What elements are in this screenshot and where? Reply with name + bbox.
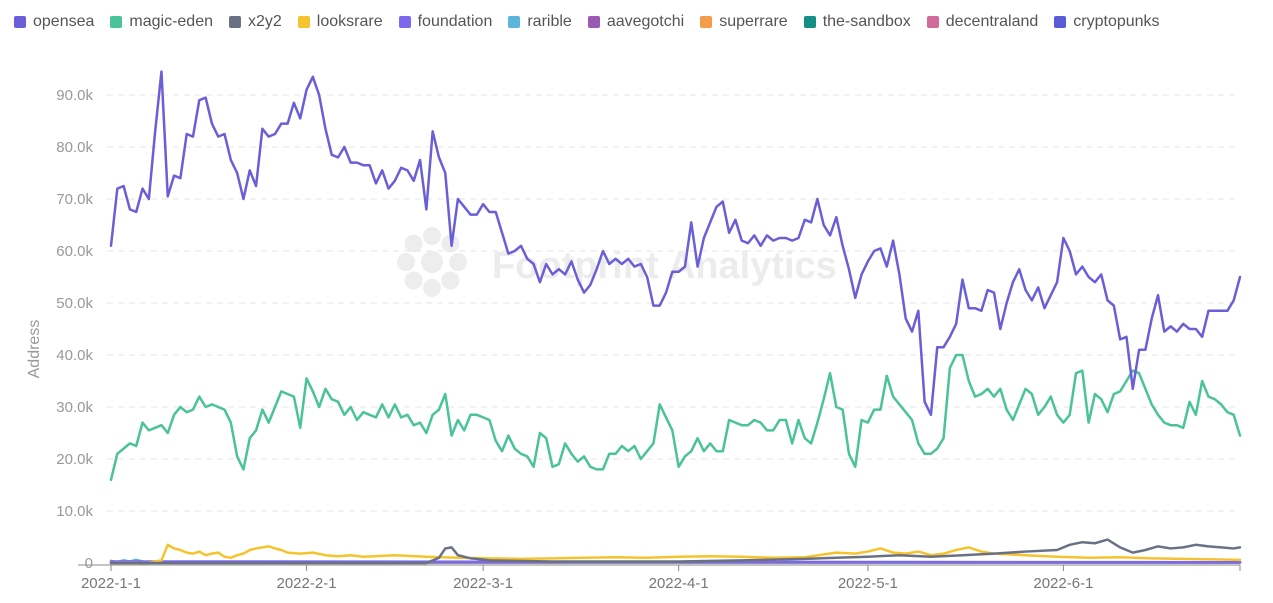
legend-label: decentraland — [945, 13, 1039, 30]
legend-label: magic-eden — [129, 13, 213, 30]
legend-item-decentraland[interactable]: decentraland — [926, 13, 1039, 31]
legend-item-magic-eden[interactable]: magic-eden — [110, 13, 213, 31]
x-tick-label: 2022-5-1 — [838, 575, 898, 592]
y-axis-label: Address — [26, 320, 43, 379]
watermark-text: Footprint Analytics — [492, 245, 837, 287]
legend-swatch — [700, 16, 713, 28]
legend-swatch — [508, 16, 521, 28]
chart-legend: opensea magic-eden x2y2 looksrare foundation… — [14, 10, 1176, 34]
legend-swatch — [398, 16, 411, 28]
legend-swatch — [926, 16, 939, 28]
y-tick-label: 80.0k — [56, 139, 93, 156]
legend-item-foundation[interactable]: foundation — [398, 13, 493, 31]
y-tick-label: 40.0k — [56, 347, 93, 364]
series-line-magic-eden — [109, 353, 1242, 482]
legend-swatch — [587, 16, 600, 28]
legend-label: superrare — [719, 13, 788, 30]
y-tick-label: 50.0k — [56, 295, 93, 312]
x-tick-label: 2022-4-1 — [649, 575, 709, 592]
legend-item-opensea[interactable]: opensea — [14, 13, 94, 31]
legend-swatch — [297, 16, 310, 28]
legend-item-superrare[interactable]: superrare — [700, 13, 788, 31]
y-tick-label: 30.0k — [56, 399, 93, 416]
x-tick-label: 2022-2-1 — [277, 575, 337, 592]
legend-label: looksrare — [316, 13, 383, 30]
legend-swatch — [110, 16, 123, 28]
watermark: Footprint Analytics — [397, 227, 837, 297]
y-tick-label: 0 — [85, 555, 93, 572]
legend-item-rarible[interactable]: rarible — [508, 13, 572, 31]
series-line-opensea — [109, 70, 1242, 417]
legend-item-aavegotchi[interactable]: aavegotchi — [587, 13, 685, 31]
legend-swatch — [803, 16, 816, 28]
legend-label: the-sandbox — [822, 13, 911, 30]
y-tick-label: 90.0k — [56, 87, 93, 104]
legend-label: opensea — [33, 13, 95, 30]
legend-label: aavegotchi — [606, 13, 685, 30]
y-tick-label: 60.0k — [56, 243, 93, 260]
x-tick-label: 2022-1-1 — [81, 575, 141, 592]
legend-item-the-sandbox[interactable]: the-sandbox — [803, 13, 911, 31]
legend-label: x2y2 — [248, 13, 282, 30]
legend-swatch — [1054, 16, 1067, 28]
legend-item-x2y2[interactable]: x2y2 — [229, 13, 282, 31]
legend-label: rarible — [527, 13, 572, 30]
series-line-x2y2 — [109, 538, 1242, 565]
legend-label: cryptopunks — [1073, 13, 1160, 30]
legend-item-looksrare[interactable]: looksrare — [297, 13, 383, 31]
series-line-looksrare — [109, 543, 1242, 565]
y-tick-label: 70.0k — [56, 191, 93, 208]
legend-item-cryptopunks[interactable]: cryptopunks — [1054, 13, 1160, 31]
watermark-logo-icon — [397, 227, 467, 297]
legend-swatch — [14, 16, 26, 28]
y-tick-label: 10.0k — [56, 503, 93, 520]
x-tick-label: 2022-3-1 — [453, 575, 513, 592]
y-tick-label: 20.0k — [56, 451, 93, 468]
legend-swatch — [229, 16, 241, 28]
legend-label: foundation — [417, 13, 493, 30]
x-tick-label: 2022-6-1 — [1033, 575, 1093, 592]
